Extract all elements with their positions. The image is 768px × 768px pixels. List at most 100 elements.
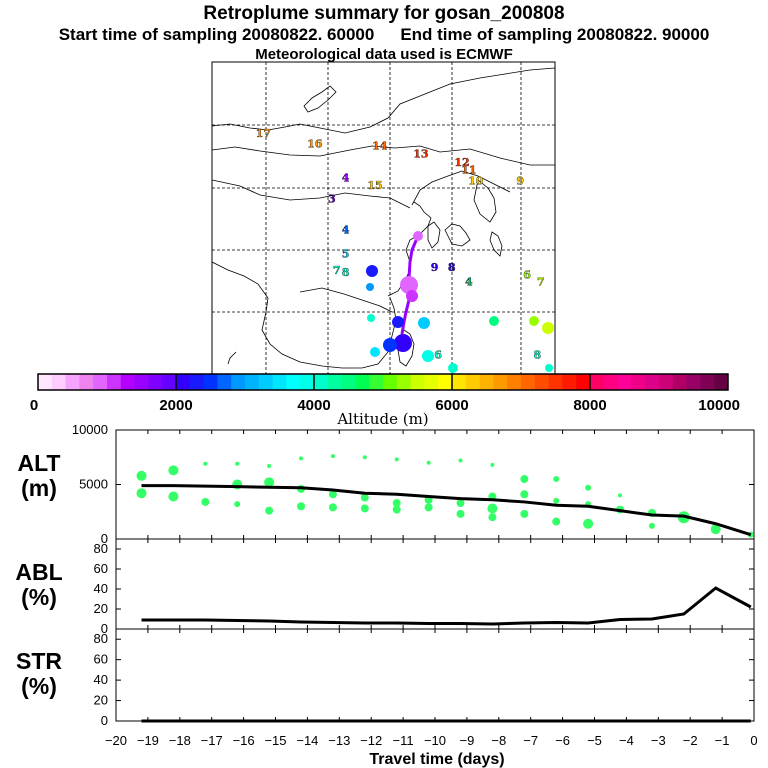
panel-label-unit: (%) xyxy=(21,584,57,610)
colorbar-cell xyxy=(631,374,646,390)
x-tick-label: −5 xyxy=(587,733,602,748)
plume-label: 8 xyxy=(342,266,350,279)
x-tick-label: −2 xyxy=(683,733,698,748)
scatter-point xyxy=(490,462,495,467)
scatter-point xyxy=(648,522,655,529)
x-tick-label: −9 xyxy=(459,733,474,748)
plume-markers xyxy=(366,231,554,373)
scatter-point xyxy=(553,497,560,504)
plume-label: 7 xyxy=(333,264,341,277)
sampling-times: Start time of sampling 20080822. 60000 En… xyxy=(0,25,768,45)
scatter-point xyxy=(520,475,529,484)
x-tick-label: −1 xyxy=(715,733,730,748)
plume-marker xyxy=(418,317,430,329)
x-tick-label: −18 xyxy=(169,733,191,748)
scatter-point xyxy=(330,454,335,459)
colorbar-cell xyxy=(369,374,384,390)
plume-label: 4 xyxy=(342,172,350,185)
colorbar-cell xyxy=(493,374,508,390)
panel-label: ABL xyxy=(15,559,62,585)
colorbar-cell xyxy=(258,374,274,390)
colorbar-cell xyxy=(65,374,80,390)
x-axis: −20 −19 −18 −17 −16 −15 −14 −13 −12 −11 −10 −9 −8 −7−… xyxy=(105,733,758,748)
scatter-point xyxy=(234,501,241,508)
plume-label: 4 xyxy=(465,276,473,289)
colorbar-tick: 10000 xyxy=(698,397,740,414)
scatter-point xyxy=(487,503,498,514)
x-tick-label: 0 xyxy=(750,733,757,748)
panel-label-unit: (m) xyxy=(21,475,57,501)
y-tick-label: 80 xyxy=(94,541,108,556)
plume-marker xyxy=(394,334,412,352)
plume-label: 9 xyxy=(431,261,439,274)
scatter-point xyxy=(168,465,179,476)
colorbar-tick: 8000 xyxy=(573,397,606,414)
colorbar-cell xyxy=(410,374,425,390)
y-tick-label: 20 xyxy=(94,601,108,616)
scatter-point xyxy=(426,460,431,465)
end-time-label: End time of sampling 20080822. 90000 xyxy=(400,25,710,44)
colorbar-cell xyxy=(38,374,53,390)
scatter-point xyxy=(392,505,401,514)
colorbar-cell xyxy=(245,374,260,390)
colorbar-cell xyxy=(51,374,67,390)
colorbar-cell xyxy=(659,374,674,390)
scatter-point xyxy=(710,524,721,535)
x-tick-label: −19 xyxy=(137,733,159,748)
colorbar-cell xyxy=(672,374,688,390)
x-tick-label: −3 xyxy=(651,733,666,748)
abl-panel: 0 20 40 60 80 ABL(%) xyxy=(15,538,755,636)
x-tick-label: −11 xyxy=(393,733,414,748)
colorbar-cell xyxy=(424,374,439,390)
scatter-point xyxy=(267,463,272,468)
colorbar-cell xyxy=(645,374,660,390)
scatter-point xyxy=(299,456,304,461)
series-line xyxy=(141,484,752,537)
scatter-point xyxy=(553,476,560,483)
colorbar-cell xyxy=(79,374,94,390)
x-axis-label: Travel time (days) xyxy=(369,751,504,768)
plume-marker xyxy=(366,265,378,277)
x-tick-label: −13 xyxy=(328,733,350,748)
plume-marker xyxy=(545,364,553,372)
coastlines xyxy=(212,67,555,369)
colorbar-tick: 6000 xyxy=(435,397,468,414)
scatter-point xyxy=(136,488,147,499)
alt-panel: 0 5000 10000 ALT(m) xyxy=(17,422,755,546)
scatter-point xyxy=(168,491,179,502)
colorbar-cell xyxy=(534,374,550,390)
scatter-point xyxy=(328,490,337,499)
chart-title: Retroplume summary for gosan_200808 xyxy=(203,3,565,24)
colorbar-cell xyxy=(396,374,412,390)
colorbar-cell xyxy=(327,374,343,390)
plume-marker xyxy=(400,276,418,294)
series-line xyxy=(141,586,752,626)
colorbar-cell xyxy=(686,374,701,390)
plume-label: 8 xyxy=(448,261,456,274)
y-tick-label: 0 xyxy=(101,713,108,728)
y-tick-label: 0 xyxy=(101,621,108,636)
plume-label: 7 xyxy=(537,276,545,289)
colorbar-cell xyxy=(120,374,136,390)
plume-marker xyxy=(370,347,380,357)
plume-label: 17 xyxy=(256,127,271,140)
x-tick-label: −17 xyxy=(201,733,223,748)
scatter-point xyxy=(360,493,369,502)
y-tick-label: 40 xyxy=(94,672,108,687)
colorbar-cell xyxy=(576,374,591,390)
colorbar-cell xyxy=(438,374,453,390)
colorbar-cell xyxy=(286,374,301,390)
y-tick-label: 0 xyxy=(101,531,108,546)
colorbar-cell xyxy=(521,374,536,390)
plume-label: 14 xyxy=(372,139,388,152)
x-tick-label: −8 xyxy=(491,733,506,748)
colorbar-cell xyxy=(465,374,481,390)
colorbar-cell xyxy=(617,374,632,390)
scatter-point xyxy=(136,470,147,481)
scatter-point xyxy=(456,499,465,508)
x-tick-label: −14 xyxy=(296,733,318,748)
panel-frame xyxy=(115,429,755,540)
plume-marker xyxy=(422,350,434,362)
